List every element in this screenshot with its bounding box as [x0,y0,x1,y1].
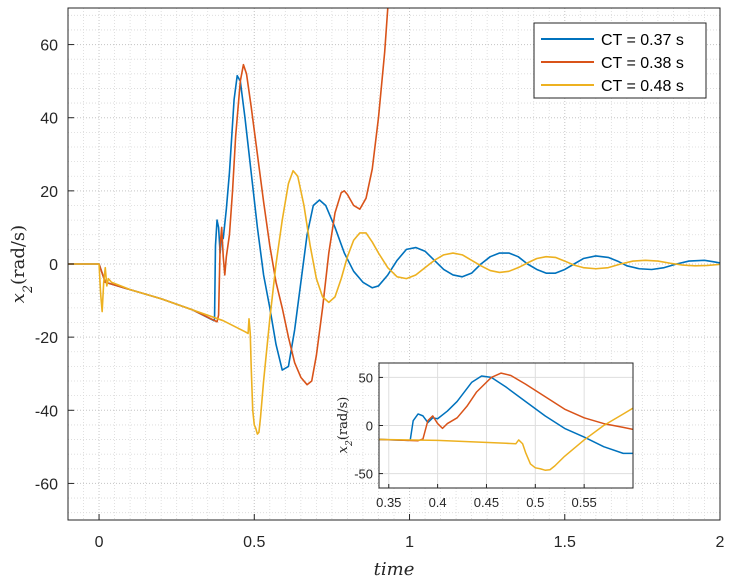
x-tick-label: 1 [405,534,414,551]
inset-series-line-2 [379,372,633,442]
inset-series-group [379,372,633,471]
subscript: 2 [345,440,355,447]
legend-entry-3: CT = 0.48 s [601,78,684,95]
x-tick-label: 1.5 [554,534,576,551]
inset-tick-group: 0.35 0.4 0.45 0.5 0.55 50 0 -50 [354,370,597,510]
y-axis-label: x2(rad/s) [8,225,35,303]
series-line-2 [68,8,389,386]
legend-items: CT = 0.37 s CT = 0.38 s CT = 0.48 s [541,32,684,95]
y-tick-label: 40 [40,111,58,128]
inset-plot-area: 0.35 0.4 0.45 0.5 0.55 50 0 -50 x2(rad/s) [336,362,634,510]
y-tick-label: 20 [40,184,58,201]
units: (rad/s) [8,225,29,285]
inset-x-tick-label: 0.4 [429,495,447,510]
inset-x-tick-label: 0.35 [376,495,401,510]
inset-y-tick-label: 50 [359,370,373,385]
inset-series-line-3 [379,407,633,471]
legend: CT = 0.37 s CT = 0.38 s CT = 0.48 s [533,22,707,99]
inset-x-tick-label: 0.55 [571,495,596,510]
inset-y-tick-label: -50 [354,467,373,482]
units: (rad/s) [336,397,351,440]
main-series-group [68,8,720,435]
y-tick-label: 0 [49,257,58,274]
y-tick-label: -20 [35,330,58,347]
y-tick-label: 60 [40,38,58,55]
y-tick-label: -40 [35,403,58,420]
inset-series-line-1 [379,375,633,455]
inset-grid [379,363,633,488]
inset-x-tick-label: 0.5 [526,495,544,510]
x-axis-label: time [374,559,415,580]
inset-y-tick-label: 0 [366,419,373,434]
series-line-3 [68,169,720,435]
subscript: 2 [20,285,35,294]
y-tick-label: -60 [35,476,58,493]
legend-entry-2: CT = 0.38 s [601,55,684,72]
inset-x-tick-label: 0.45 [474,495,499,510]
x-tick-label: 0 [95,534,104,551]
x-tick-label: 2 [716,534,725,551]
x-tick-label: 0.5 [243,534,265,551]
legend-entry-1: CT = 0.37 s [601,32,684,49]
inset-y-axis-label: x2(rad/s) [336,397,355,454]
